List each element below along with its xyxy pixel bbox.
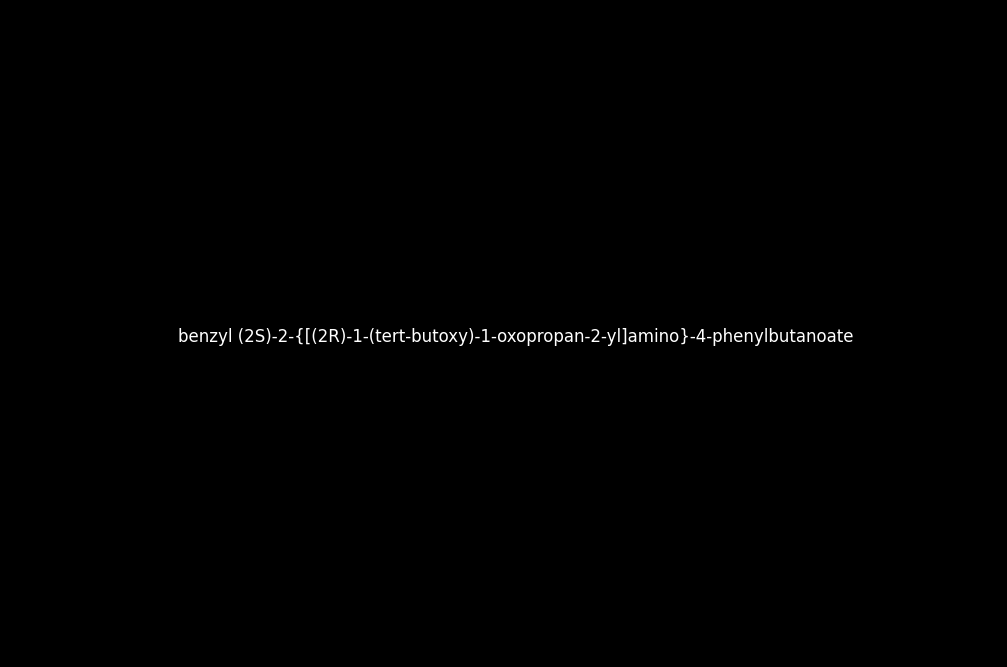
Text: benzyl (2S)-2-{[(2R)-1-(tert-butoxy)-1-oxopropan-2-yl]amino}-4-phenylbutanoate: benzyl (2S)-2-{[(2R)-1-(tert-butoxy)-1-o…: [178, 328, 854, 346]
